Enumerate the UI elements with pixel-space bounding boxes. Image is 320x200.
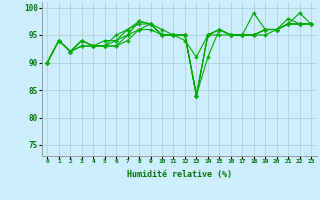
X-axis label: Humidité relative (%): Humidité relative (%) bbox=[127, 170, 232, 179]
